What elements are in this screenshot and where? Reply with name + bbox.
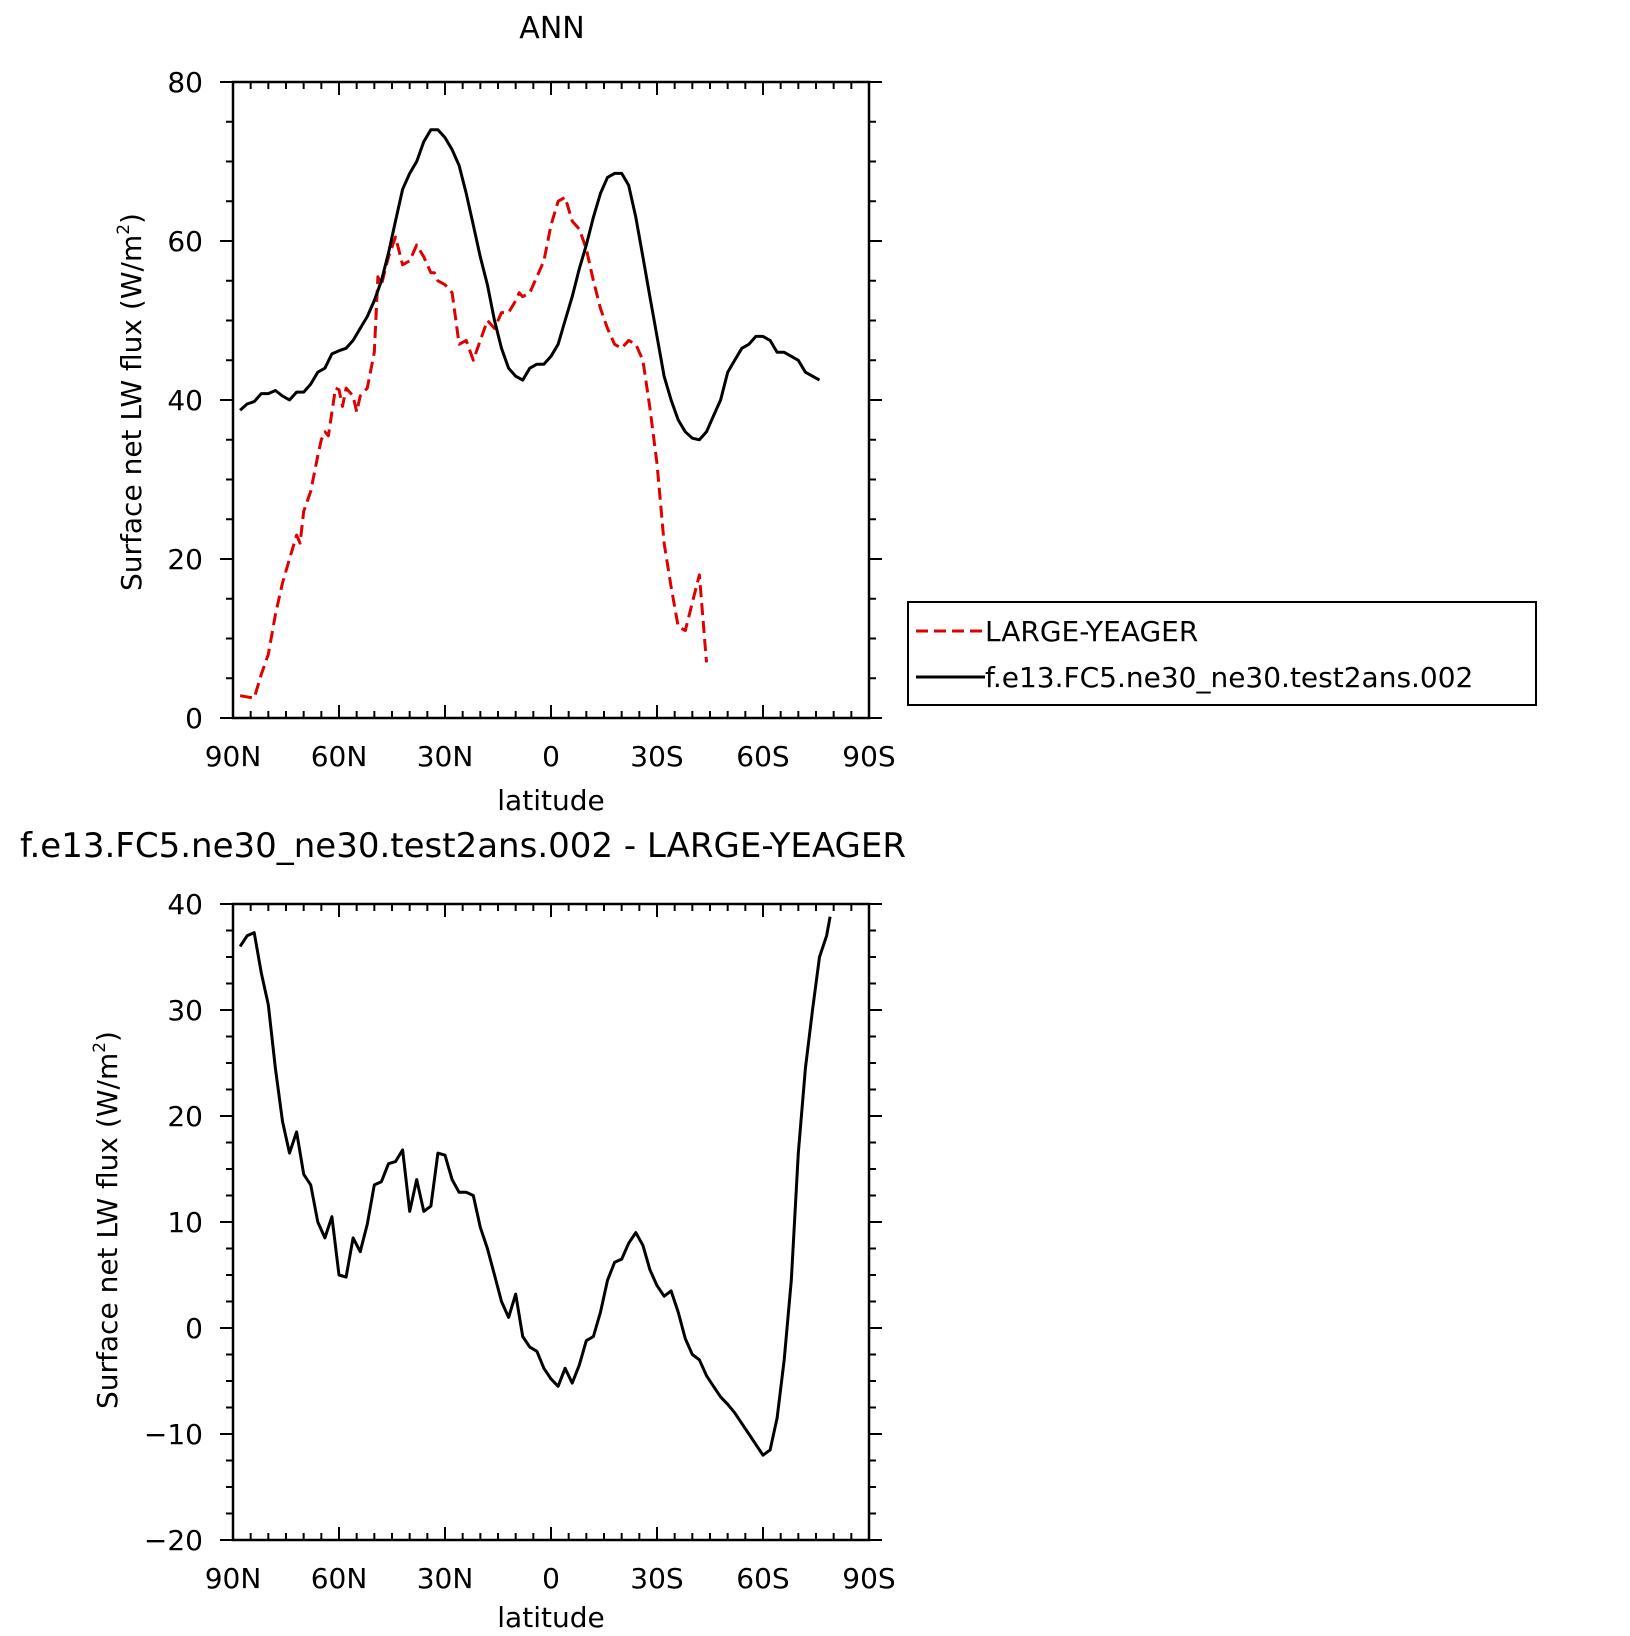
x-tick-label: 30S bbox=[630, 1562, 683, 1595]
y-tick-label: 0 bbox=[185, 1312, 203, 1345]
plot-area: 90N 60N 30N 0 30S 60S 90S 0 20 40 60 80 bbox=[167, 66, 895, 773]
plot-frame bbox=[231, 80, 871, 720]
y-tick-label: −20 bbox=[144, 1524, 203, 1557]
plot-area: 90N 60N 30N 0 30S 60S 90S −20 −10 0 10 20 30 40 bbox=[144, 888, 896, 1595]
y-tick-label: 0 bbox=[185, 702, 203, 735]
y-tick-label: 20 bbox=[167, 543, 203, 576]
y-tick-label: 40 bbox=[167, 888, 203, 921]
y-axis-label-main: Surface net LW flux (W/m bbox=[115, 235, 148, 591]
x-tick-label: 30N bbox=[417, 740, 474, 773]
panel-bottom: f.e13.FC5.ne30_ne30.test2ans.002 - LARGE… bbox=[20, 826, 906, 1634]
y-axis-label: Surface net LW flux (W/m2) bbox=[90, 1031, 124, 1409]
x-axis-label: latitude bbox=[497, 784, 604, 817]
y-tick-label: 40 bbox=[167, 384, 203, 417]
plot-frame bbox=[231, 902, 871, 1542]
legend-label-model: f.e13.FC5.ne30_ne30.test2ans.002 bbox=[985, 661, 1473, 694]
x-tick-label: 90N bbox=[205, 1562, 262, 1595]
y-axis-label-close: ) bbox=[91, 1031, 124, 1042]
x-tick-label: 30N bbox=[417, 1562, 474, 1595]
y-tick-label: 10 bbox=[167, 1206, 203, 1239]
x-tick-label: 60N bbox=[311, 1562, 368, 1595]
x-axis-label: latitude bbox=[497, 1601, 604, 1634]
series-line-0 bbox=[238, 916, 832, 1457]
legend-label-large-yeager: LARGE-YEAGER bbox=[985, 615, 1198, 648]
x-tick-label: 0 bbox=[542, 1562, 560, 1595]
legend-box bbox=[907, 601, 1537, 706]
y-tick-label: 60 bbox=[167, 225, 203, 258]
chart-title: ANN bbox=[519, 11, 584, 46]
x-tick-label: 90N bbox=[205, 740, 262, 773]
series-line-1 bbox=[239, 128, 821, 442]
panel-top: ANN 90N 60N 30N 0 30S 60S 90S 0 20 40 60 80 latitud… bbox=[114, 11, 1537, 817]
chart-title: f.e13.FC5.ne30_ne30.test2ans.002 - LARGE… bbox=[20, 826, 906, 866]
y-tick-label: 80 bbox=[167, 66, 203, 99]
legend: LARGE-YEAGER f.e13.FC5.ne30_ne30.test2an… bbox=[907, 601, 1537, 706]
y-axis-label: Surface net LW flux (W/m2) bbox=[114, 213, 148, 591]
x-tick-label: 60S bbox=[736, 740, 789, 773]
y-axis-label-main: Surface net LW flux (W/m bbox=[91, 1053, 124, 1409]
y-tick-label: −10 bbox=[144, 1418, 203, 1451]
y-axis-label-sup: 2 bbox=[90, 1042, 110, 1053]
x-tick-label: 0 bbox=[542, 740, 560, 773]
x-tick-label: 60S bbox=[736, 1562, 789, 1595]
series-line-0 bbox=[239, 195, 708, 700]
y-axis-label-sup: 2 bbox=[114, 224, 134, 235]
y-tick-label: 20 bbox=[167, 1100, 203, 1133]
x-tick-label: 30S bbox=[630, 740, 683, 773]
x-tick-label: 60N bbox=[311, 740, 368, 773]
x-tick-label: 90S bbox=[842, 1562, 895, 1595]
y-axis-label-close: ) bbox=[115, 213, 148, 224]
x-tick-label: 90S bbox=[842, 740, 895, 773]
y-tick-label: 30 bbox=[167, 994, 203, 1027]
